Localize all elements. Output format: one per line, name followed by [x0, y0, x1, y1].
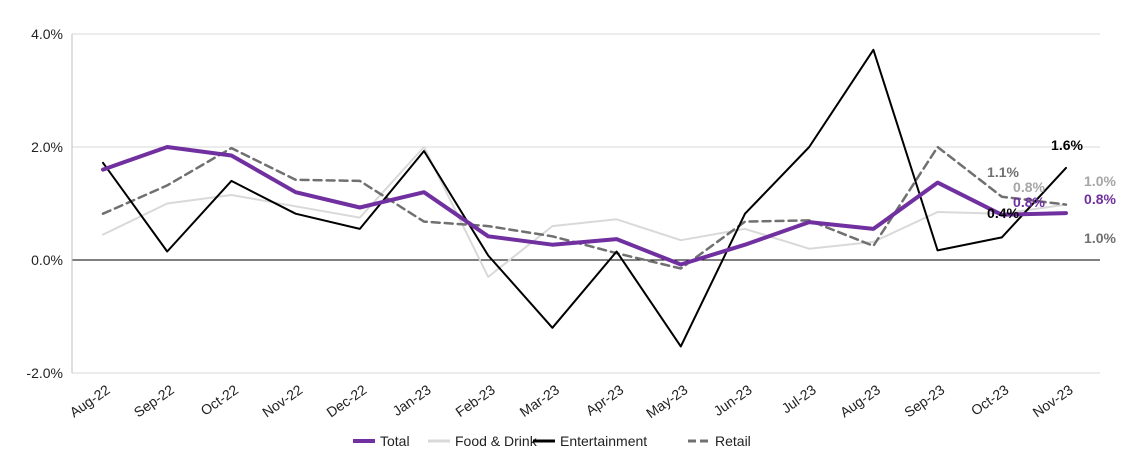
x-tick-label: Oct-23 — [968, 381, 1012, 418]
x-tick-label: Aug-22 — [67, 381, 113, 420]
x-tick-label: Apr-23 — [583, 381, 627, 418]
x-tick-label: Jul-23 — [779, 381, 820, 416]
x-tick-label: Sep-23 — [901, 381, 947, 420]
x-tick-label: Jun-23 — [710, 381, 754, 419]
x-tick-label: Oct-22 — [198, 381, 242, 418]
data-label: 0.8% — [1084, 191, 1116, 207]
legend-label: Total — [380, 433, 410, 449]
series-line-total — [101, 145, 1068, 267]
x-tick-label: May-23 — [643, 381, 691, 421]
grid-lines — [71, 33, 1100, 374]
x-tick-label: Dec-22 — [323, 381, 369, 420]
x-axis-ticks: Aug-22 Sep-22 Oct-22 Nov-22 Dec-22 Jan-23 Feb-… — [67, 381, 1076, 421]
y-tick-label: 4.0% — [31, 26, 63, 42]
x-tick-label: Feb-23 — [452, 381, 498, 420]
data-label: 1.0% — [1084, 173, 1116, 189]
legend: Total Food & Drink Entertainment Retail — [353, 433, 751, 449]
x-tick-label: Sep-22 — [131, 381, 177, 420]
data-label: 1.0% — [1084, 230, 1116, 246]
y-tick-label: -2.0% — [26, 365, 63, 381]
series-line-retail — [101, 145, 1068, 270]
series-line-entertainment — [102, 48, 1067, 348]
legend-label: Food & Drink — [455, 433, 538, 449]
data-label: 1.6% — [1051, 137, 1083, 153]
series-line-food-drink — [102, 146, 1067, 278]
legend-label: Retail — [715, 433, 751, 449]
data-label: 0.8% — [1013, 194, 1045, 210]
series-lines — [101, 48, 1068, 348]
data-label: 1.1% — [987, 164, 1019, 180]
x-tick-label: Mar-23 — [517, 381, 563, 420]
y-axis-ticks: -2.0% 0.0% 2.0% 4.0% — [26, 26, 63, 381]
legend-label: Entertainment — [560, 433, 647, 449]
x-tick-label: Aug-23 — [837, 381, 883, 420]
x-tick-label: Jan-23 — [389, 381, 433, 419]
data-annotations: 1.6%1.1%0.8%0.8%0.4%1.0%0.8%1.0% — [987, 137, 1116, 246]
y-tick-label: 0.0% — [31, 252, 63, 268]
x-tick-label: Nov-23 — [1030, 381, 1076, 420]
x-tick-label: Nov-22 — [259, 381, 305, 420]
data-label: 0.4% — [987, 205, 1019, 221]
data-label: 0.8% — [1013, 179, 1045, 195]
y-tick-label: 2.0% — [31, 139, 63, 155]
